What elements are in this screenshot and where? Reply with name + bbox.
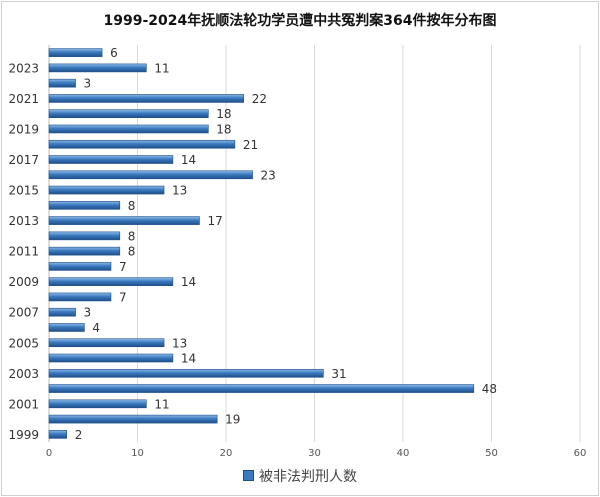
y-tick-label: 2015 — [8, 184, 39, 198]
y-tick-label: 2019 — [8, 122, 39, 136]
y-tick-label: 2005 — [8, 336, 39, 350]
y-tick-label: 2007 — [8, 306, 39, 320]
x-tick-label: 10 — [131, 448, 144, 459]
data-label: 19 — [225, 413, 240, 427]
x-tick-label: 40 — [397, 448, 410, 459]
x-tick-label: 30 — [308, 448, 321, 459]
data-label: 7 — [119, 260, 127, 274]
bar — [48, 307, 76, 317]
bar — [48, 338, 165, 348]
bar — [48, 430, 68, 439]
data-label: 14 — [181, 153, 196, 167]
y-tick-label: 2023 — [8, 61, 39, 75]
bar — [48, 78, 76, 88]
data-label: 14 — [181, 275, 196, 289]
data-label: 3 — [84, 306, 92, 320]
bar — [48, 170, 253, 180]
bar — [48, 231, 121, 241]
data-label: 3 — [84, 77, 92, 91]
y-tick-label: 2001 — [8, 397, 39, 411]
data-label: 8 — [128, 229, 136, 243]
data-label: 22 — [252, 92, 267, 106]
data-label: 21 — [243, 138, 258, 152]
data-label: 8 — [128, 245, 136, 259]
bar — [48, 48, 103, 57]
bar — [48, 384, 475, 393]
data-label: 11 — [154, 61, 169, 75]
bar — [48, 94, 244, 103]
bar — [48, 292, 112, 302]
data-label: 13 — [172, 336, 187, 350]
x-tick-label: 60 — [574, 448, 587, 459]
data-label: 6 — [110, 46, 118, 60]
bar — [48, 155, 174, 164]
bar — [48, 139, 236, 149]
bar — [48, 124, 209, 134]
data-label: 18 — [216, 107, 231, 121]
data-label: 14 — [181, 352, 196, 366]
bar — [48, 323, 85, 332]
y-tick-label: 2017 — [8, 153, 39, 167]
data-label: 8 — [128, 199, 136, 213]
legend-swatch — [243, 470, 254, 481]
y-tick-label: 2003 — [8, 367, 39, 381]
bar — [48, 368, 324, 378]
data-label: 13 — [172, 184, 187, 198]
x-tick-label: 0 — [46, 448, 52, 459]
bar — [48, 201, 121, 210]
data-label: 11 — [154, 397, 169, 411]
x-tick-label: 50 — [485, 448, 498, 459]
bar — [48, 109, 209, 119]
data-label: 17 — [207, 214, 222, 228]
data-label: 23 — [261, 168, 276, 182]
chart-title: 1999-2024年抚顺法轮功学员遭中共冤判案364件按年分布图 — [103, 13, 497, 29]
y-tick-label: 2013 — [8, 214, 39, 228]
legend-label: 被非法判刑人数 — [259, 469, 357, 485]
x-tick-label: 20 — [220, 448, 233, 459]
bar — [48, 185, 165, 195]
y-tick-label: 1999 — [8, 428, 39, 442]
data-label: 4 — [92, 321, 100, 335]
bar — [48, 353, 174, 363]
data-label: 2 — [75, 428, 83, 442]
y-tick-label: 2011 — [8, 245, 39, 259]
bar — [48, 63, 147, 73]
bar — [48, 399, 147, 409]
bar — [48, 246, 121, 256]
y-tick-label: 2021 — [8, 92, 39, 106]
data-label: 48 — [482, 382, 497, 396]
y-tick-label: 2009 — [8, 275, 39, 289]
data-label: 31 — [331, 367, 346, 381]
data-label: 18 — [216, 122, 231, 136]
bar — [48, 262, 112, 271]
legend: 被非法判刑人数 — [0, 466, 600, 486]
bar — [48, 277, 174, 286]
bar — [48, 216, 200, 225]
bar — [48, 414, 218, 424]
data-label: 7 — [119, 290, 127, 304]
